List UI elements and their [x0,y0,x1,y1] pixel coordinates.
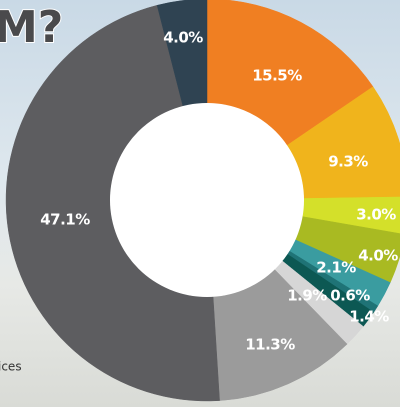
legend-text: ices [0,360,22,374]
data-label: 9.3% [328,153,368,171]
data-label: 3.0% [356,206,396,224]
data-label: 47.1% [40,211,90,229]
data-label: 1.9% [287,287,327,305]
chart-title: M? [0,2,63,53]
donut-hole [110,103,304,297]
data-label: 11.3% [245,336,295,354]
data-label: 4.0% [163,29,203,47]
data-label: 15.5% [252,67,302,85]
chart: M? ices 15.5%9.3%3.0%4.0%2.1%0.6%1.4%1.9… [0,0,400,407]
data-label: 4.0% [358,247,398,265]
data-label: 1.4% [349,308,389,326]
data-label: 2.1% [316,259,356,277]
page: M? ices 15.5%9.3%3.0%4.0%2.1%0.6%1.4%1.9… [0,0,400,407]
data-label: 0.6% [330,287,370,305]
